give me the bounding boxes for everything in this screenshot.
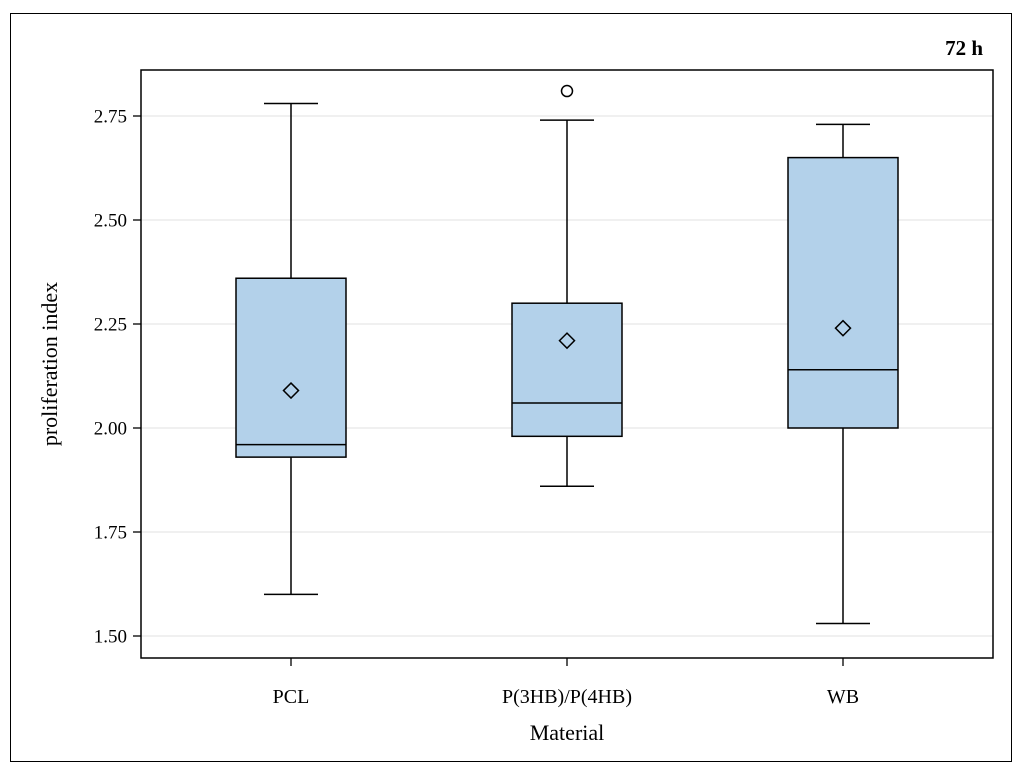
mean-marker bbox=[834, 319, 852, 337]
box-group bbox=[235, 102, 347, 596]
box-group bbox=[787, 123, 899, 625]
y-tick-label: 2.25 bbox=[94, 315, 127, 336]
y-tick-label: 2.75 bbox=[94, 107, 127, 128]
y-axis-title: proliferation index bbox=[37, 282, 62, 446]
y-tick-label: 2.50 bbox=[94, 211, 127, 232]
boxes bbox=[235, 84, 899, 625]
y-axis-ticks: 1.50 1.75 2.00 2.25 2.50 2.75 bbox=[94, 107, 141, 648]
outlier-point bbox=[560, 84, 574, 98]
y-tick-label: 2.00 bbox=[94, 419, 127, 440]
x-tick-label: P(3HB)/P(4HB) bbox=[502, 686, 632, 708]
iqr-box bbox=[511, 302, 623, 438]
iqr-box bbox=[235, 277, 347, 458]
box-group bbox=[511, 84, 623, 487]
panel-label: 72 h bbox=[945, 36, 983, 60]
x-axis-title: Material bbox=[530, 720, 605, 745]
y-tick-label: 1.50 bbox=[94, 627, 127, 648]
mean-marker bbox=[558, 332, 576, 350]
x-axis-ticks: PCL P(3HB)/P(4HB) WB bbox=[273, 658, 859, 708]
x-tick-label: PCL bbox=[273, 686, 310, 708]
iqr-box bbox=[787, 156, 899, 429]
y-tick-label: 1.75 bbox=[94, 523, 127, 544]
x-tick-label: WB bbox=[827, 686, 859, 708]
mean-marker bbox=[282, 381, 300, 400]
